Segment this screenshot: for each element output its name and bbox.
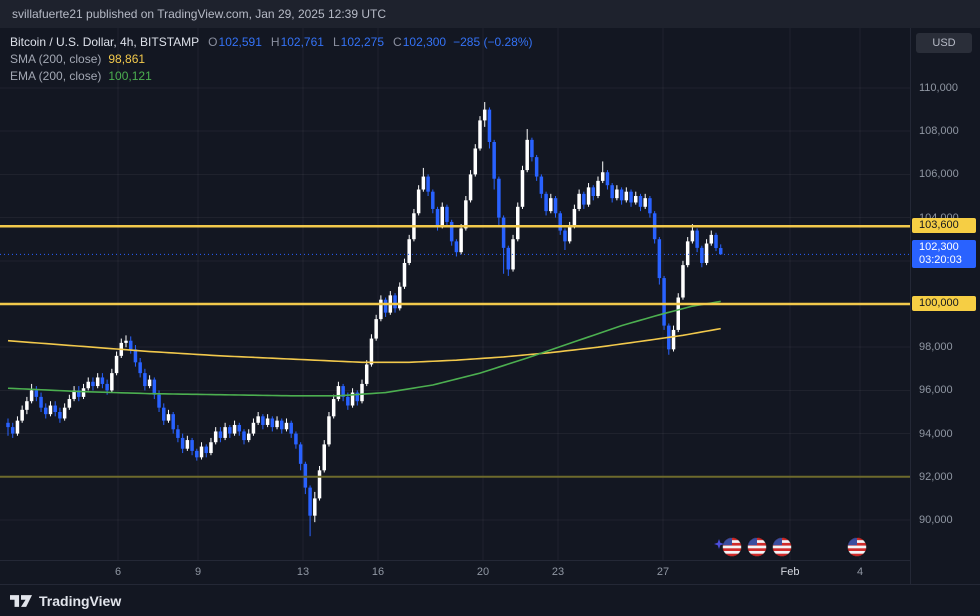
sparkle-icon — [714, 539, 724, 549]
chart-area: Bitcoin / U.S. Dollar, 4h, BITSTAMP O 10… — [0, 28, 980, 584]
low-value: 102,275 — [340, 34, 385, 49]
time-tick: 6 — [114, 566, 122, 578]
high-label: H — [270, 34, 280, 49]
ema-value: 100,121 — [108, 68, 152, 83]
publish-bar: svillafuerte21 published on TradingView.… — [0, 0, 980, 28]
us-flag-sticker-icon[interactable] — [846, 536, 868, 558]
price-tick: 94,000 — [919, 427, 953, 440]
chart-canvas[interactable]: Bitcoin / U.S. Dollar, 4h, BITSTAMP O 10… — [0, 28, 910, 584]
candles-layer[interactable] — [6, 102, 723, 537]
price-tick: 98,000 — [919, 341, 953, 354]
us-flag-sticker-icon[interactable] — [714, 536, 743, 558]
close-label: C — [393, 34, 402, 49]
publish-text: svillafuerte21 published on TradingView.… — [12, 7, 387, 21]
price-chart-svg[interactable] — [0, 28, 910, 560]
time-axis[interactable]: 6 9 13 16 20 23 27 Feb 4 — [0, 561, 910, 584]
level-price-badge: 100,000 — [912, 296, 976, 311]
footer-bar: TradingView — [0, 584, 980, 616]
time-tick: 4 — [856, 566, 864, 578]
change-value: −285 (−0.28%) — [453, 34, 533, 49]
us-flag-sticker-icon[interactable] — [746, 536, 768, 558]
high-value: 102,761 — [280, 34, 324, 49]
time-tick: 9 — [194, 566, 202, 578]
time-tick: 27 — [656, 566, 670, 578]
price-tick: 90,000 — [919, 514, 953, 526]
time-tick: 16 — [371, 566, 385, 578]
us-flag-sticker-icon[interactable] — [771, 536, 793, 558]
low-label: L — [332, 34, 340, 49]
price-axis[interactable]: USD 110,000108,000106,000104,00098,00096… — [910, 28, 980, 584]
time-axis-separator — [0, 560, 980, 561]
tradingview-logo[interactable]: TradingView — [10, 593, 121, 609]
time-tick: Feb — [780, 566, 800, 578]
time-tick: 23 — [551, 566, 565, 578]
symbol-legend-row[interactable]: Bitcoin / U.S. Dollar, 4h, BITSTAMP O 10… — [10, 33, 533, 50]
tradingview-mark-icon — [10, 594, 32, 607]
ema-legend-row[interactable]: EMA (200, close) 100,121 — [10, 67, 533, 84]
time-tick: 20 — [476, 566, 490, 578]
brand-text: TradingView — [39, 592, 122, 609]
ema-line[interactable] — [7, 300, 721, 397]
time-tick: 13 — [296, 566, 310, 578]
symbol-title[interactable]: Bitcoin / U.S. Dollar, 4h, BITSTAMP — [10, 34, 200, 49]
open-label: O — [208, 34, 218, 49]
price-tick: 106,000 — [919, 168, 959, 181]
current-price-badge: 102,300 03:20:03 — [912, 240, 976, 269]
currency-button[interactable]: USD — [916, 33, 972, 53]
sma-label: SMA (200, close) — [10, 51, 102, 66]
close-value: 102,300 — [402, 34, 447, 49]
sma-line[interactable] — [7, 327, 721, 364]
grid-layer — [0, 28, 910, 560]
level-price-badge: 103,600 — [912, 218, 976, 234]
price-tick: 96,000 — [919, 384, 953, 397]
chart-legend: Bitcoin / U.S. Dollar, 4h, BITSTAMP O 10… — [10, 33, 533, 84]
levels-layer[interactable] — [0, 224, 910, 478]
ema-label: EMA (200, close) — [10, 68, 102, 83]
price-tick: 108,000 — [919, 125, 959, 138]
price-tick: 110,000 — [919, 82, 958, 94]
open-value: 102,591 — [218, 34, 262, 49]
sma-legend-row[interactable]: SMA (200, close) 98,861 — [10, 50, 533, 67]
sma-value: 98,861 — [108, 51, 146, 66]
price-tick: 92,000 — [919, 470, 953, 483]
